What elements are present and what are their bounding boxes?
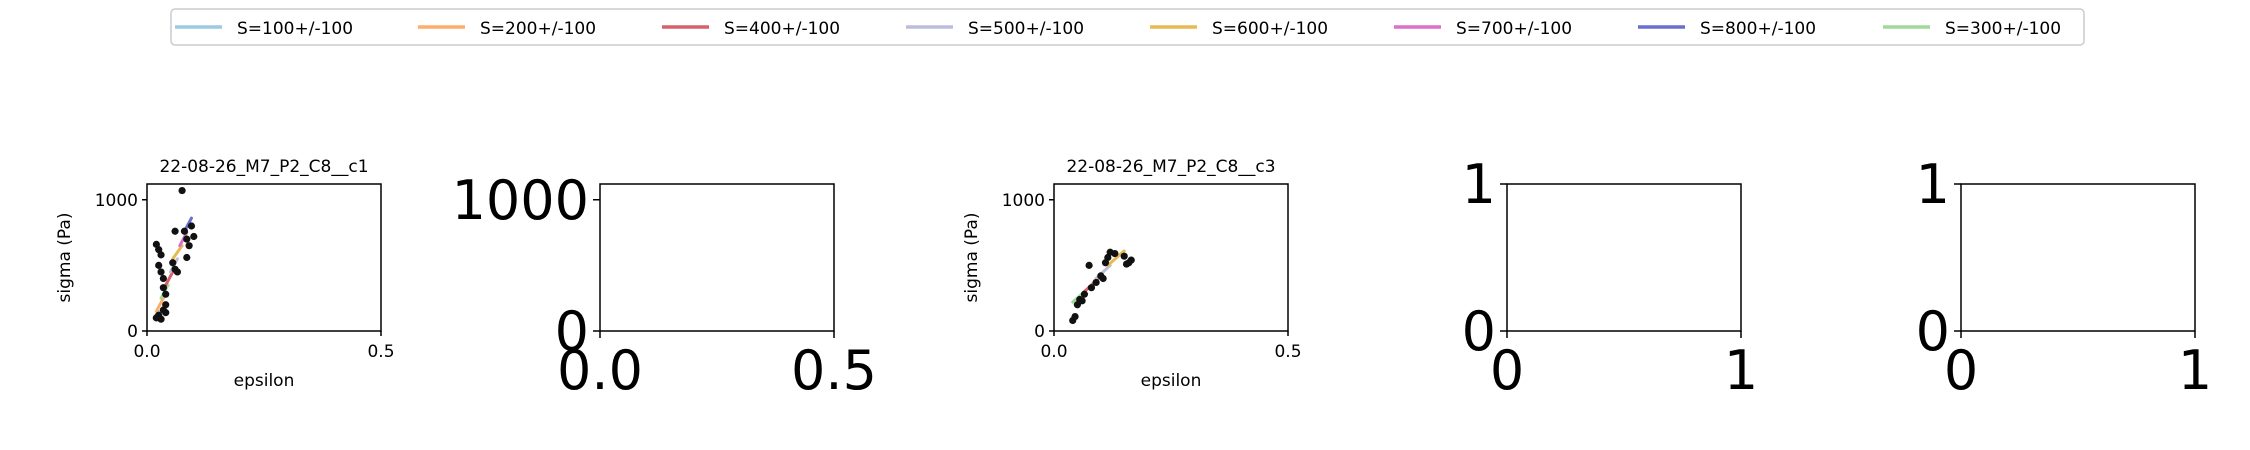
y-tick-label: 1 (1462, 153, 1496, 216)
legend-label: S=600+/-100 (1212, 19, 1328, 39)
data-point (171, 227, 179, 235)
y-tick-label: 0 (1916, 300, 1950, 363)
legend-label: S=100+/-100 (237, 19, 353, 39)
legend-label: S=700+/-100 (1456, 19, 1572, 39)
legend-frame (170, 8, 2085, 46)
data-point (157, 268, 165, 276)
axes-frame (1960, 183, 2196, 332)
y-tick-label: 0 (1462, 300, 1496, 363)
data-point (1111, 249, 1119, 258)
data-point (178, 186, 186, 195)
data-point (1120, 252, 1128, 260)
data-point (183, 253, 191, 262)
axes-frame (599, 183, 835, 332)
data-point (190, 232, 198, 241)
x-tick-label: 1 (2178, 339, 2212, 402)
data-point (157, 315, 165, 323)
subplot-2: 0.0 0.5 0 1000 (452, 169, 877, 402)
data-point (159, 284, 167, 292)
data-point (1085, 261, 1093, 269)
data-point (162, 290, 170, 298)
x-tick-label: 1 (1724, 339, 1758, 402)
y-tick-label: 1000 (1002, 191, 1045, 211)
y-axis-label: sigma (Pa) (962, 213, 982, 303)
x-tick-label: 0 (1490, 339, 1524, 402)
data-point (185, 242, 193, 250)
legend-label: S=500+/-100 (968, 19, 1084, 39)
x-tick-label: 0.0 (557, 339, 643, 402)
subplot-5: 0 1 0 1 (1916, 153, 2213, 402)
subplot-title: 22-08-26_M7_P2_C8__c3 (1066, 157, 1275, 177)
data-point (162, 309, 170, 317)
legend-label: S=800+/-100 (1700, 19, 1816, 39)
x-tick-label: 0.5 (1274, 342, 1301, 362)
y-tick-label: 1000 (95, 191, 138, 211)
y-tick-label: 1 (1916, 153, 1950, 216)
data-point (183, 235, 191, 243)
data-point (1099, 274, 1107, 283)
axes-frame (1053, 183, 1289, 332)
subplot-4: 0 1 0 1 (1462, 153, 1759, 402)
series-line (164, 270, 175, 287)
x-tick-label: 0.5 (367, 342, 394, 362)
y-axis-label: sigma (Pa) (55, 213, 75, 303)
data-point (157, 251, 165, 259)
legend-label: S=200+/-100 (480, 19, 596, 39)
legend-label: S=300+/-100 (1945, 19, 2061, 39)
x-tick-label: 0.0 (133, 342, 160, 362)
x-axis-label: epsilon (234, 371, 295, 391)
legend-label: S=400+/-100 (724, 19, 840, 39)
subplot-title: 22-08-26_M7_P2_C8__c1 (159, 157, 368, 177)
series-line (171, 244, 184, 261)
data-point (169, 259, 177, 267)
data-point (173, 268, 182, 276)
data-point (187, 222, 196, 230)
legend: S=100+/-100 S=200+/-100 S=400+/-100 S=500+/… (170, 8, 2085, 46)
data-point (1080, 290, 1089, 298)
series-line (154, 296, 165, 313)
y-tick-label: 0 (127, 322, 138, 342)
x-axis-label: epsilon (1141, 371, 1202, 391)
data-point (1127, 256, 1135, 264)
x-tick-label: 0.5 (791, 339, 877, 402)
data-point (180, 227, 189, 235)
data-point (1087, 284, 1096, 292)
y-tick-label: 0 (1034, 322, 1045, 342)
data-point (1078, 297, 1086, 305)
y-tick-label: 1000 (452, 169, 589, 232)
panels: 0.0 0.50100022-08-26_M7_P2_C8__c1epsilons… (55, 153, 2212, 402)
data-point (155, 261, 163, 269)
x-tick-label: 0 (1944, 339, 1978, 402)
axes-frame (146, 183, 382, 332)
series-line (1106, 249, 1126, 267)
data-point (159, 274, 167, 283)
axes-frame (1506, 183, 1742, 332)
data-point (1092, 278, 1100, 287)
y-tick-label: 0 (555, 300, 589, 363)
x-tick-label: 0.0 (1040, 342, 1067, 362)
data-point (1071, 312, 1079, 321)
